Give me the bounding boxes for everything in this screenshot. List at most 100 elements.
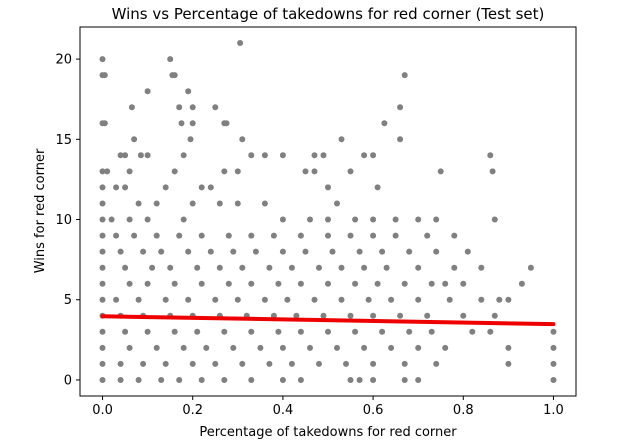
data-point bbox=[167, 264, 174, 271]
data-point bbox=[424, 312, 431, 319]
data-point bbox=[99, 328, 106, 335]
data-point bbox=[135, 377, 142, 383]
data-point bbox=[144, 216, 151, 223]
data-point bbox=[266, 360, 273, 367]
data-point bbox=[122, 264, 129, 271]
data-point bbox=[415, 296, 422, 303]
data-point bbox=[415, 216, 422, 223]
data-point bbox=[223, 120, 230, 127]
data-point bbox=[101, 72, 108, 79]
data-point bbox=[153, 344, 160, 351]
data-point bbox=[491, 216, 498, 223]
data-point bbox=[104, 168, 111, 175]
data-point bbox=[370, 216, 377, 223]
data-point bbox=[320, 312, 327, 319]
data-point bbox=[527, 264, 534, 271]
data-point bbox=[237, 40, 244, 46]
data-point bbox=[126, 168, 133, 175]
data-point bbox=[162, 360, 169, 367]
x-tick-label: 0.6 bbox=[363, 403, 384, 418]
data-point bbox=[428, 280, 435, 287]
data-point bbox=[361, 264, 368, 271]
data-point bbox=[370, 377, 377, 383]
data-point bbox=[140, 360, 147, 367]
data-point bbox=[469, 328, 476, 335]
data-point bbox=[496, 296, 503, 303]
data-point bbox=[178, 120, 185, 127]
data-point bbox=[381, 120, 388, 127]
data-point bbox=[334, 344, 340, 351]
data-point bbox=[356, 248, 363, 255]
data-point bbox=[361, 152, 368, 159]
data-point bbox=[279, 344, 286, 351]
data-point bbox=[415, 344, 422, 351]
data-point bbox=[311, 296, 318, 303]
data-point bbox=[356, 377, 363, 383]
data-point bbox=[428, 328, 435, 335]
data-point bbox=[234, 296, 241, 303]
data-point bbox=[216, 200, 223, 207]
data-point bbox=[347, 377, 354, 383]
points-layer bbox=[99, 40, 557, 383]
data-point bbox=[297, 377, 304, 383]
data-point bbox=[297, 232, 304, 239]
data-point bbox=[122, 184, 129, 191]
data-point bbox=[176, 377, 183, 383]
x-tick-label: 0.2 bbox=[182, 403, 203, 418]
data-point bbox=[194, 264, 201, 271]
data-point bbox=[325, 280, 331, 287]
data-point bbox=[225, 232, 232, 239]
chart-title: Wins vs Percentage of takedowns for red … bbox=[112, 5, 545, 23]
data-point bbox=[185, 296, 192, 303]
data-point bbox=[397, 312, 404, 319]
data-point bbox=[189, 120, 196, 127]
data-point bbox=[550, 328, 557, 335]
data-point bbox=[270, 232, 277, 239]
data-point bbox=[230, 344, 237, 351]
y-tick-label: 15 bbox=[55, 133, 72, 148]
data-point bbox=[266, 264, 273, 271]
data-point bbox=[325, 216, 331, 223]
data-point bbox=[316, 360, 322, 367]
data-point bbox=[478, 296, 485, 303]
data-point bbox=[198, 280, 205, 287]
data-point bbox=[212, 296, 219, 303]
data-point bbox=[383, 264, 390, 271]
plot-area-frame bbox=[79, 26, 577, 397]
x-axis-ticks: 0.0 0.2 0.4 0.6 0.8 1.0 bbox=[92, 396, 564, 418]
data-point bbox=[207, 248, 214, 255]
data-point bbox=[352, 216, 359, 223]
data-point bbox=[117, 248, 124, 255]
x-tick-label: 0.0 bbox=[92, 403, 113, 418]
data-point bbox=[248, 328, 255, 335]
data-point bbox=[275, 280, 282, 287]
data-point bbox=[99, 360, 106, 367]
data-point bbox=[131, 232, 138, 239]
data-point bbox=[401, 377, 408, 383]
data-point bbox=[307, 344, 313, 351]
data-point bbox=[464, 248, 471, 255]
data-point bbox=[221, 168, 228, 175]
data-point bbox=[234, 200, 241, 207]
data-point bbox=[297, 328, 304, 335]
data-point bbox=[401, 72, 408, 79]
data-point bbox=[379, 328, 386, 335]
data-point bbox=[433, 248, 440, 255]
data-point bbox=[212, 104, 219, 111]
data-point bbox=[171, 328, 178, 335]
data-point bbox=[185, 248, 192, 255]
data-point bbox=[99, 377, 106, 383]
data-point bbox=[99, 56, 106, 63]
data-point bbox=[198, 232, 205, 239]
data-point bbox=[137, 152, 144, 159]
data-point bbox=[460, 280, 467, 287]
data-point bbox=[158, 248, 165, 255]
y-tick-label: 0 bbox=[64, 373, 72, 388]
data-point bbox=[320, 152, 327, 159]
data-point bbox=[99, 232, 106, 239]
data-point bbox=[234, 168, 241, 175]
data-point bbox=[203, 344, 210, 351]
data-point bbox=[361, 344, 368, 351]
data-point bbox=[347, 168, 354, 175]
